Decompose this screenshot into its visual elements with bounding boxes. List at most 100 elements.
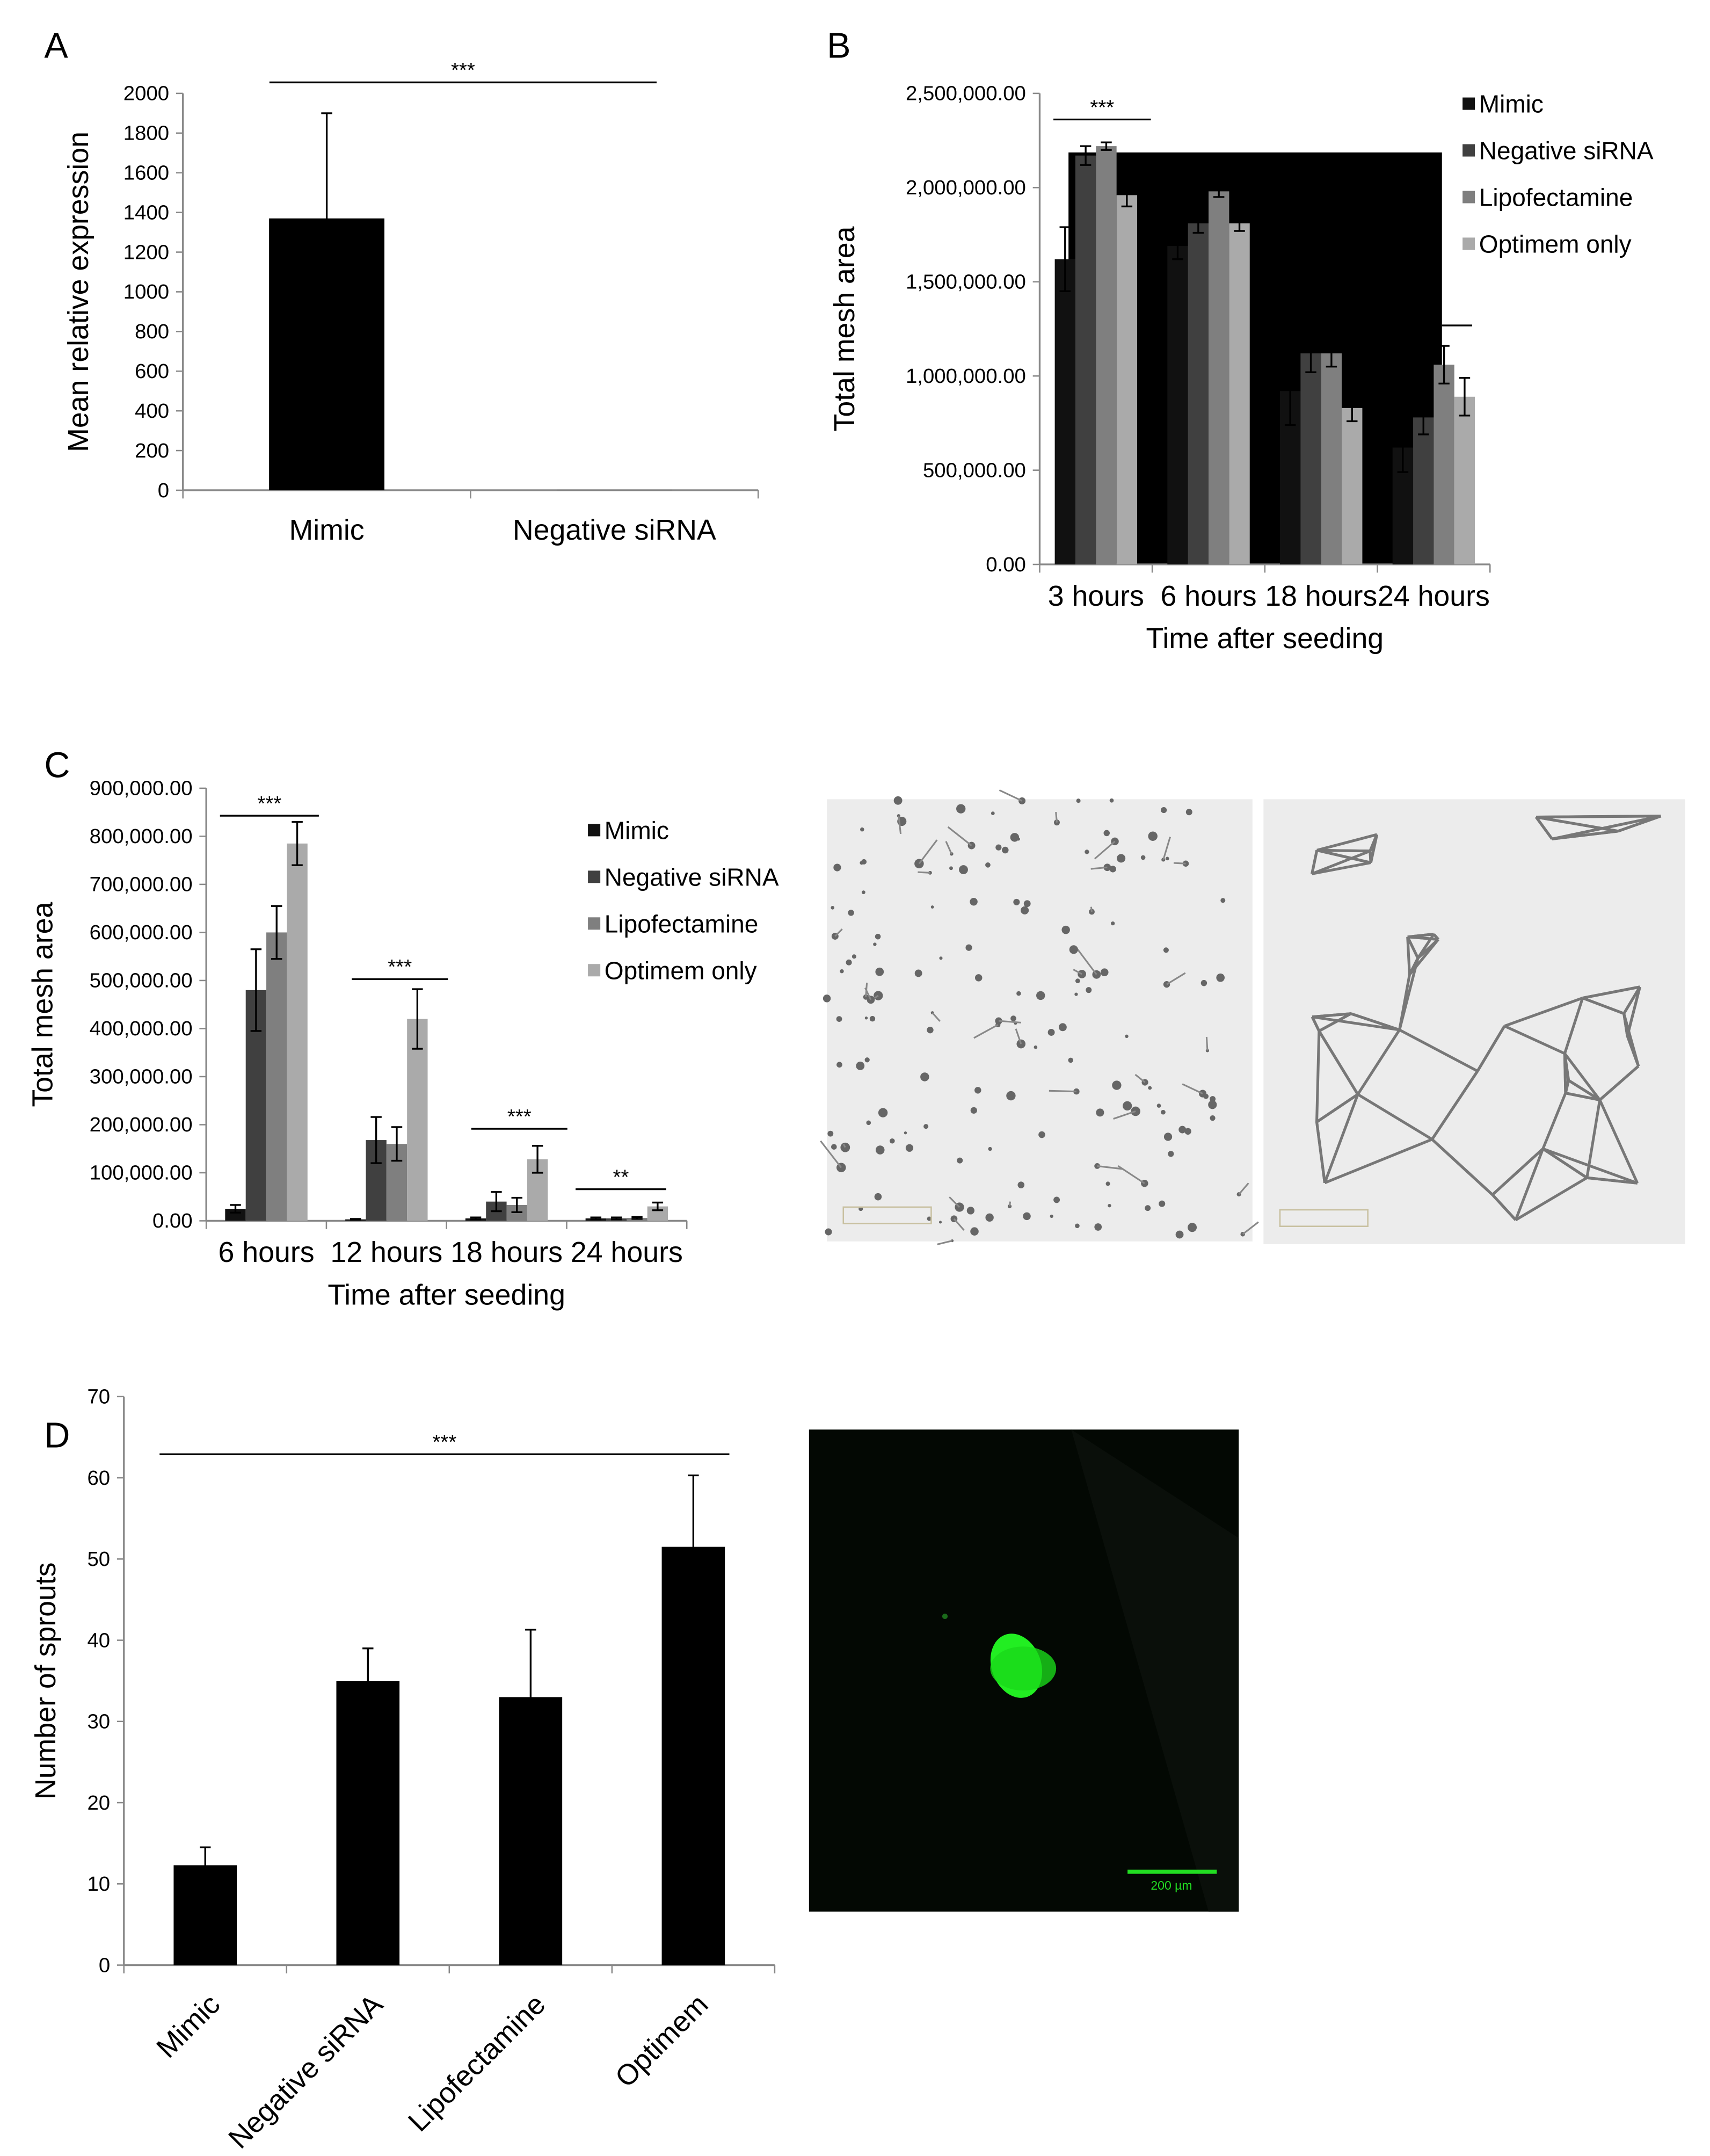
y-tick-label: 1600 xyxy=(123,161,169,184)
cell-cluster xyxy=(1140,855,1146,860)
cell-network-segment xyxy=(1406,936,1420,959)
x-axis-label: Time after seeding xyxy=(1146,622,1384,655)
bar xyxy=(1342,408,1363,565)
cell-network-segment xyxy=(1311,850,1371,875)
cell-network-segment xyxy=(1311,850,1319,874)
cell-cluster xyxy=(1112,1080,1122,1090)
cell-sprout xyxy=(1055,811,1058,823)
bar xyxy=(1075,155,1096,565)
panel-label-d: D xyxy=(44,1415,70,1455)
cell-cluster xyxy=(827,1130,834,1137)
cell-cluster xyxy=(991,811,995,816)
legend-label: Lipofectamine xyxy=(1479,184,1633,212)
cell-network-segment xyxy=(1536,816,1619,833)
y-tick-label: 500,000.00 xyxy=(923,459,1026,482)
bar xyxy=(1454,396,1475,565)
cell-cluster xyxy=(831,906,835,910)
cell-network-segment xyxy=(1318,1012,1352,1033)
cell-network-segment xyxy=(1315,1122,1327,1184)
cell-cluster xyxy=(1036,991,1045,1000)
panel-label-b: B xyxy=(827,26,850,66)
cell-network-segment xyxy=(1563,1053,1567,1093)
significance-label: *** xyxy=(451,59,475,82)
cell-cluster xyxy=(965,944,972,951)
y-tick-label: 40 xyxy=(87,1629,110,1652)
cell-cluster xyxy=(1188,1223,1197,1232)
chart-a-expression: 0 200 400 600 800 1000 1200 1400 1600 1800 2000 Mim… xyxy=(62,59,759,546)
cell-network-segment xyxy=(1369,834,1379,863)
cell-network-segment xyxy=(1406,937,1411,975)
cell-cluster xyxy=(1038,1131,1045,1138)
microscopy-image-mimic xyxy=(820,789,1259,1245)
x-tick-label: 24 hours xyxy=(571,1236,683,1268)
cell-sprout xyxy=(834,928,843,937)
chart-b-mesh-area: 0.00 500,000.00 1,000,000.00 1,500,000.00 2,… xyxy=(828,82,1654,655)
cell-cluster xyxy=(1010,833,1020,842)
cell-cluster xyxy=(874,1193,882,1201)
cell-cluster xyxy=(974,974,983,982)
cell-network-segment xyxy=(1622,986,1641,1014)
bar xyxy=(266,932,287,1221)
cell-cluster xyxy=(875,1145,885,1155)
cell-network-segment xyxy=(1316,1093,1359,1123)
cell-network-segment xyxy=(1316,833,1378,852)
cell-cluster xyxy=(1210,1096,1216,1102)
cell-cluster xyxy=(1199,1090,1207,1098)
x-tick-label: Lipofectamine xyxy=(402,1988,552,2138)
cell-cluster xyxy=(1148,831,1158,841)
cell-network-segment xyxy=(1312,1012,1351,1019)
cell-sprout xyxy=(937,1240,952,1245)
bar xyxy=(1188,223,1209,565)
bar xyxy=(287,843,308,1221)
cell-cluster xyxy=(1184,1128,1191,1135)
cell-cluster xyxy=(866,1120,871,1126)
bar xyxy=(1413,417,1434,565)
cell-network-segment xyxy=(1587,1176,1638,1185)
significance-label: *** xyxy=(507,1105,532,1128)
cell-cluster xyxy=(1165,856,1169,861)
cell-cluster xyxy=(836,1016,842,1022)
significance-label: *** xyxy=(388,955,412,978)
cell-cluster xyxy=(1068,1057,1074,1063)
legend-label: Mimic xyxy=(605,817,669,845)
cell-sprout xyxy=(1097,1165,1124,1170)
cell-cluster xyxy=(1006,1091,1016,1101)
significance-label: *** xyxy=(432,1431,456,1454)
cell-cluster xyxy=(1220,898,1226,903)
x-tick-label: Negative siRNA xyxy=(222,1988,389,2155)
cell-network-segment xyxy=(1398,957,1420,1030)
y-tick-label: 30 xyxy=(87,1710,110,1733)
cell-cluster xyxy=(995,844,1002,851)
cell-network-segment xyxy=(1563,997,1584,1054)
cell-cluster xyxy=(1182,860,1189,867)
legend-swatch xyxy=(1462,237,1475,250)
cell-cluster xyxy=(856,1061,865,1070)
cell-cluster xyxy=(956,804,966,814)
x-tick-label: Mimic xyxy=(289,514,364,546)
cell-network-segment xyxy=(1541,1092,1567,1150)
cell-network-segment xyxy=(1476,1025,1506,1072)
cell-network-segment xyxy=(1514,1148,1545,1221)
cell-cluster xyxy=(1210,1115,1216,1121)
bar xyxy=(1096,146,1117,565)
cell-sprout xyxy=(1182,1083,1203,1094)
cell-cluster xyxy=(1103,830,1110,837)
cell-cluster xyxy=(927,1216,932,1221)
x-tick-label: 3 hours xyxy=(1048,580,1144,612)
cell-cluster xyxy=(833,863,841,872)
bar xyxy=(1300,353,1321,565)
panel-label-c: C xyxy=(44,745,70,785)
cell-cluster xyxy=(970,897,978,906)
cell-cluster xyxy=(966,1207,975,1215)
bar xyxy=(336,1681,400,1965)
cell-network-segment xyxy=(1356,1029,1401,1095)
x-tick-label: 18 hours xyxy=(450,1236,563,1268)
panel-label-a: A xyxy=(44,26,68,66)
y-tick-label: 0 xyxy=(158,479,169,502)
cell-network-segment xyxy=(1431,1138,1494,1196)
cell-network-segment xyxy=(1504,1025,1566,1055)
legend-swatch xyxy=(588,870,601,883)
cell-sprout xyxy=(999,789,1023,802)
bar xyxy=(1054,259,1075,565)
